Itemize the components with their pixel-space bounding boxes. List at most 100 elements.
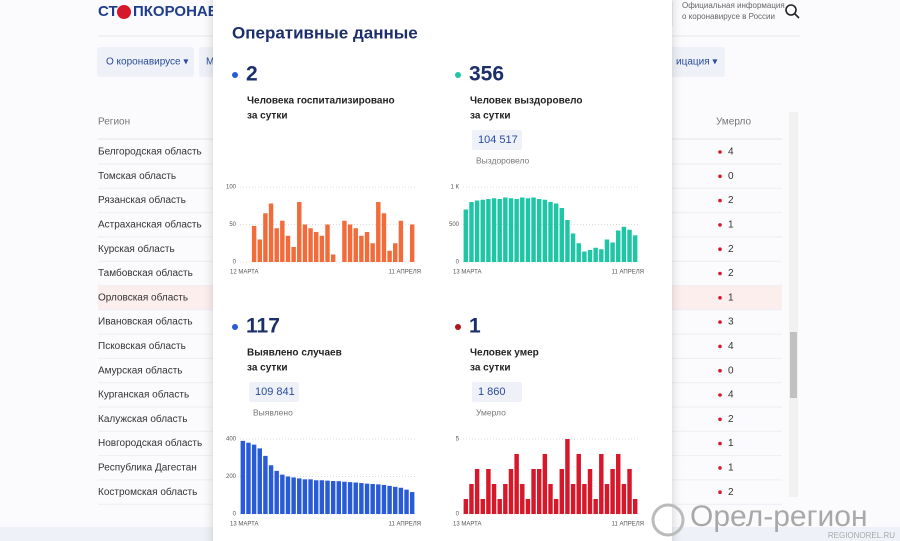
watermark-site: REGIONOREL.RU (828, 531, 895, 540)
bar (336, 481, 342, 514)
bar (257, 239, 262, 262)
x-tick-label: 11 АПРЕЛЯ (389, 522, 421, 528)
bar (291, 477, 296, 514)
bar (536, 199, 542, 262)
stat-label: за сутки (470, 111, 510, 122)
y-tick-label: 50 (229, 222, 236, 228)
bar (404, 489, 409, 514)
bar (514, 199, 519, 262)
death-count: 2 (728, 244, 734, 255)
bar (508, 198, 514, 262)
bar (240, 440, 246, 514)
bar (576, 243, 581, 262)
bar (621, 226, 627, 262)
region-name: Костромская область (98, 486, 197, 498)
scrollbar-thumb[interactable] (790, 332, 797, 398)
death-dot (718, 296, 722, 300)
bar (398, 220, 404, 262)
bar (486, 199, 491, 262)
death-count: 4 (728, 147, 734, 158)
y-tick-label: 0 (233, 512, 237, 518)
region-name: Астраханская область (98, 219, 202, 231)
bar (582, 484, 587, 514)
stat-panel: 2 Человека госпитализировано за сутки 0 50 10… (226, 63, 421, 276)
bar (381, 213, 387, 262)
bar (319, 235, 325, 262)
stat-dot (232, 72, 238, 78)
death-dot (718, 320, 722, 324)
total-box (472, 382, 522, 402)
death-dot (718, 150, 722, 154)
bar (520, 484, 525, 514)
death-dot (718, 198, 722, 203)
bar (497, 499, 502, 514)
popup (213, 0, 672, 541)
stat-value: 1 (469, 315, 481, 338)
death-count: 1 (728, 463, 734, 474)
bar (342, 481, 347, 514)
region-name: Псковская область (98, 340, 186, 352)
bar (599, 249, 604, 262)
bar (553, 499, 559, 514)
bar (257, 448, 262, 514)
nav-button[interactable] (655, 47, 725, 77)
death-count: 0 (728, 365, 734, 376)
bar (387, 485, 392, 514)
bar (536, 469, 542, 514)
death-dot (718, 344, 722, 349)
bar (297, 478, 302, 514)
bar (616, 454, 621, 514)
nav-label[interactable]: О коронавирусе ▾ (106, 57, 188, 68)
total-value: 104 517 (478, 134, 518, 146)
death-count: 0 (728, 171, 734, 182)
region-name: Курганская область (98, 389, 189, 401)
stat-label: за сутки (247, 363, 287, 374)
logo[interactable]: СТ (98, 3, 118, 20)
stat-label: Человек умер (470, 348, 539, 359)
bar (463, 499, 469, 514)
y-tick-label: 0 (456, 512, 460, 518)
bar (491, 198, 497, 262)
total-box (472, 130, 522, 150)
logo[interactable]: ПКОРОНАВИ (133, 3, 229, 20)
header-info: о коронавирусе в России (682, 12, 775, 21)
stat-label: Человека госпитализировано (247, 96, 395, 107)
bar (393, 243, 398, 262)
bar (553, 203, 559, 262)
bar (387, 250, 392, 262)
bar (627, 229, 632, 262)
region-name: Калужская область (98, 413, 187, 425)
bar (542, 199, 548, 262)
bar (347, 482, 353, 514)
bar (503, 197, 508, 262)
search-icon[interactable] (785, 4, 797, 16)
y-tick-label: 500 (449, 222, 460, 228)
x-tick-label: 13 МАРТА (453, 270, 482, 276)
bar (268, 203, 274, 262)
nav-label[interactable]: М (206, 57, 214, 68)
bar (610, 469, 615, 514)
scrollbar[interactable] (789, 112, 798, 497)
bar (474, 200, 480, 262)
stat-dot (455, 324, 461, 330)
nav-label[interactable]: ицация ▾ (676, 57, 717, 68)
bar (565, 439, 570, 514)
death-dot (718, 223, 722, 227)
death-dot (718, 466, 722, 470)
bar (520, 197, 525, 262)
bar (376, 484, 381, 514)
bar (246, 442, 251, 514)
y-tick-label: 5 (456, 437, 460, 443)
nav-button[interactable] (97, 47, 194, 77)
bar (285, 476, 291, 514)
bar (319, 480, 325, 514)
stat-label: Выявлено случаев (247, 348, 342, 359)
watermark: Орел-регион (690, 500, 868, 533)
death-count: 2 (728, 414, 734, 425)
bar (274, 228, 279, 262)
stat-value: 2 (246, 63, 258, 86)
bar (616, 230, 621, 262)
bar (491, 484, 497, 514)
x-tick-label: 11 АПРЕЛЯ (612, 270, 644, 276)
bar (469, 202, 474, 262)
